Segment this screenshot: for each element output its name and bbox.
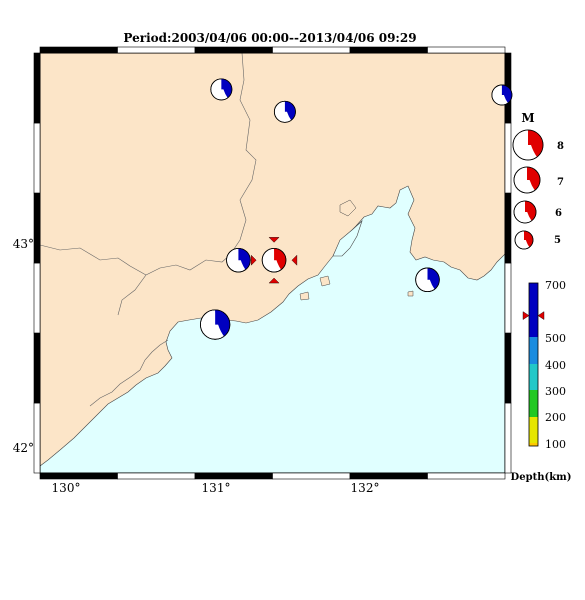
lon-tick-label-0: 130° bbox=[52, 481, 81, 495]
depth-label-300: 300 bbox=[545, 385, 566, 398]
coast-detail bbox=[332, 220, 363, 257]
depth-label-400: 400 bbox=[545, 359, 566, 372]
frame-bar-bottom bbox=[349, 472, 428, 480]
depth-bar-border bbox=[528, 282, 539, 447]
frame-bar-left bbox=[33, 52, 41, 124]
frame-bar-left bbox=[33, 122, 41, 194]
magnitude-label-8: 8 bbox=[557, 141, 564, 152]
map-title: Period:2003/04/06 00:00--2013/04/06 09:2… bbox=[123, 31, 416, 45]
magnitude-legend: M 8 7 6 5 bbox=[512, 111, 564, 250]
lon-tick-label-2: 132° bbox=[351, 481, 380, 495]
highlight-marker bbox=[291, 254, 298, 266]
depth-bar-segment bbox=[529, 364, 538, 390]
island-3 bbox=[299, 291, 310, 301]
frame-bar-top bbox=[117, 46, 196, 54]
depth-marker-right bbox=[537, 311, 545, 320]
depth-bar-segment bbox=[529, 283, 538, 337]
island-1 bbox=[339, 199, 357, 217]
magnitude-label-5: 5 bbox=[554, 235, 561, 246]
map-frame bbox=[33, 46, 512, 480]
depth-bar-segment bbox=[529, 337, 538, 364]
lon-tick-label-1: 131° bbox=[202, 481, 231, 495]
magnitude-label-6: 6 bbox=[555, 208, 562, 219]
event-beachball-g bbox=[200, 309, 231, 340]
depth-label-100: 100 bbox=[545, 438, 566, 451]
depth-label-700: 700 bbox=[545, 279, 566, 292]
frame-bar-right bbox=[504, 192, 512, 264]
lat-tick-label-1: 42° bbox=[13, 441, 34, 455]
depth-label-500: 500 bbox=[545, 332, 566, 345]
frame-bar-bottom bbox=[194, 472, 273, 480]
frame-bar-top bbox=[39, 46, 118, 54]
depth-legend-title: Depth(km) bbox=[511, 472, 572, 483]
frame-bar-left bbox=[33, 332, 41, 404]
magnitude-legend-ball-8 bbox=[512, 129, 544, 161]
highlight-marker bbox=[268, 237, 280, 243]
event-beachball-f bbox=[415, 267, 440, 293]
border-line-1 bbox=[117, 52, 257, 316]
event-beachball-d bbox=[226, 247, 251, 273]
frame-bar-left bbox=[33, 262, 41, 334]
axis-labels: 130° 131° 132° 43° 42° bbox=[13, 237, 380, 495]
event-beachball-c bbox=[491, 84, 513, 106]
events-layer bbox=[200, 78, 513, 340]
magnitude-legend-ball-7 bbox=[513, 166, 541, 194]
depth-bar-segment bbox=[529, 443, 538, 446]
event-beachball-a bbox=[210, 78, 233, 101]
frame-ticks bbox=[33, 46, 512, 480]
island-4 bbox=[407, 290, 414, 297]
frame-bar-left bbox=[33, 402, 41, 474]
frame-bar-top bbox=[272, 46, 351, 54]
island-2 bbox=[319, 275, 331, 287]
frame-bar-top bbox=[349, 46, 428, 54]
depth-bar-segment bbox=[529, 417, 538, 443]
frame-bar-left bbox=[33, 192, 41, 264]
frame-bar-right bbox=[504, 402, 512, 474]
depth-bar-segment bbox=[529, 390, 538, 417]
depth-marker-left bbox=[522, 311, 530, 320]
magnitude-legend-ball-5 bbox=[514, 230, 534, 250]
border-line-3 bbox=[89, 339, 169, 407]
frame-bar-right bbox=[504, 262, 512, 334]
depth-label-200: 200 bbox=[545, 411, 566, 424]
frame-bar-bottom bbox=[117, 472, 196, 480]
magnitude-label-7: 7 bbox=[557, 177, 564, 188]
depth-color-bar bbox=[522, 282, 545, 447]
event-beachball-e bbox=[261, 247, 287, 273]
frame-bar-right bbox=[504, 332, 512, 404]
magnitude-legend-ball-6 bbox=[513, 200, 537, 224]
magnitude-legend-title: M bbox=[521, 111, 534, 125]
frame-bar-bottom bbox=[39, 472, 118, 480]
border-line-2 bbox=[39, 244, 147, 276]
lat-tick-label-0: 43° bbox=[13, 237, 34, 251]
highlight-marker bbox=[250, 254, 257, 266]
frame-bar-top bbox=[427, 46, 506, 54]
frame-bar-bottom bbox=[427, 472, 506, 480]
magnitude-legend-items bbox=[512, 129, 544, 250]
depth-legend: 700 500 400 300 200 100 Depth(km) bbox=[511, 279, 572, 483]
highlight-marker bbox=[268, 277, 280, 284]
frame-bar-right bbox=[504, 122, 512, 194]
frame-bar-bottom bbox=[272, 472, 351, 480]
event-beachball-b bbox=[273, 100, 296, 123]
frame-bar-top bbox=[194, 46, 273, 54]
